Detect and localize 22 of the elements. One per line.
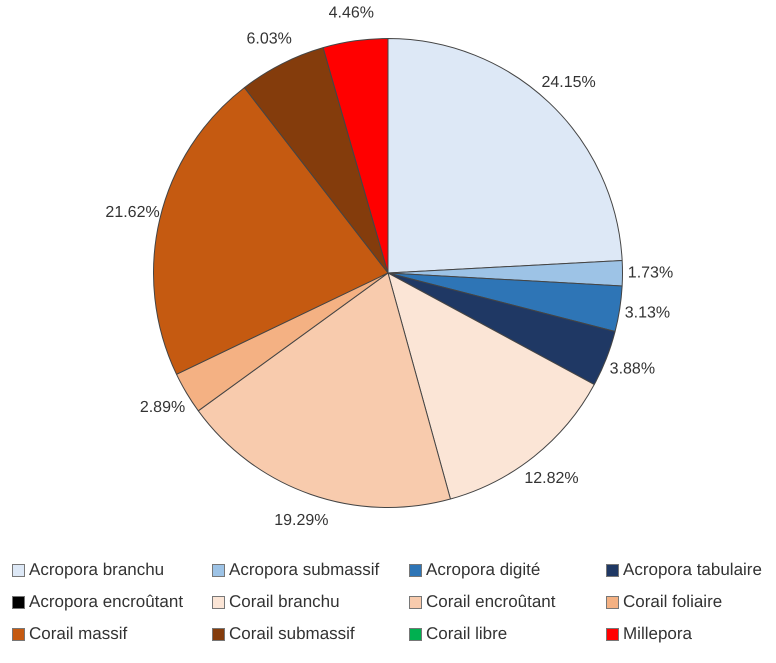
data-label: 1.73% xyxy=(628,264,674,282)
data-label: 2.89% xyxy=(140,398,186,416)
data-label: 21.62% xyxy=(105,204,160,221)
legend-label: Corail foliaire xyxy=(623,592,722,612)
legend-label: Acropora branchu xyxy=(29,560,164,580)
legend-label: Corail libre xyxy=(426,624,508,644)
legend-label: Acropora tabulaire xyxy=(623,560,762,580)
legend-label: Acropora digité xyxy=(426,560,540,580)
data-label: 3.88% xyxy=(610,360,656,378)
data-label: 4.46% xyxy=(328,4,374,22)
data-label: 3.13% xyxy=(624,304,670,322)
data-label: 6.03% xyxy=(246,30,292,48)
legend-label: Corail submassif xyxy=(229,624,355,644)
legend-label: Acropora submassif xyxy=(229,560,380,580)
legend-label: Corail encroûtant xyxy=(426,592,556,612)
data-label: 12.82% xyxy=(524,470,579,487)
legend-label: Corail branchu xyxy=(229,592,340,612)
legend-label: Millepora xyxy=(623,624,692,644)
legend-label: Corail massif xyxy=(29,624,128,644)
legend-label: Acropora encroûtant xyxy=(29,592,184,612)
data-label: 19.29% xyxy=(274,512,328,530)
data-label: 24.15% xyxy=(541,74,596,91)
